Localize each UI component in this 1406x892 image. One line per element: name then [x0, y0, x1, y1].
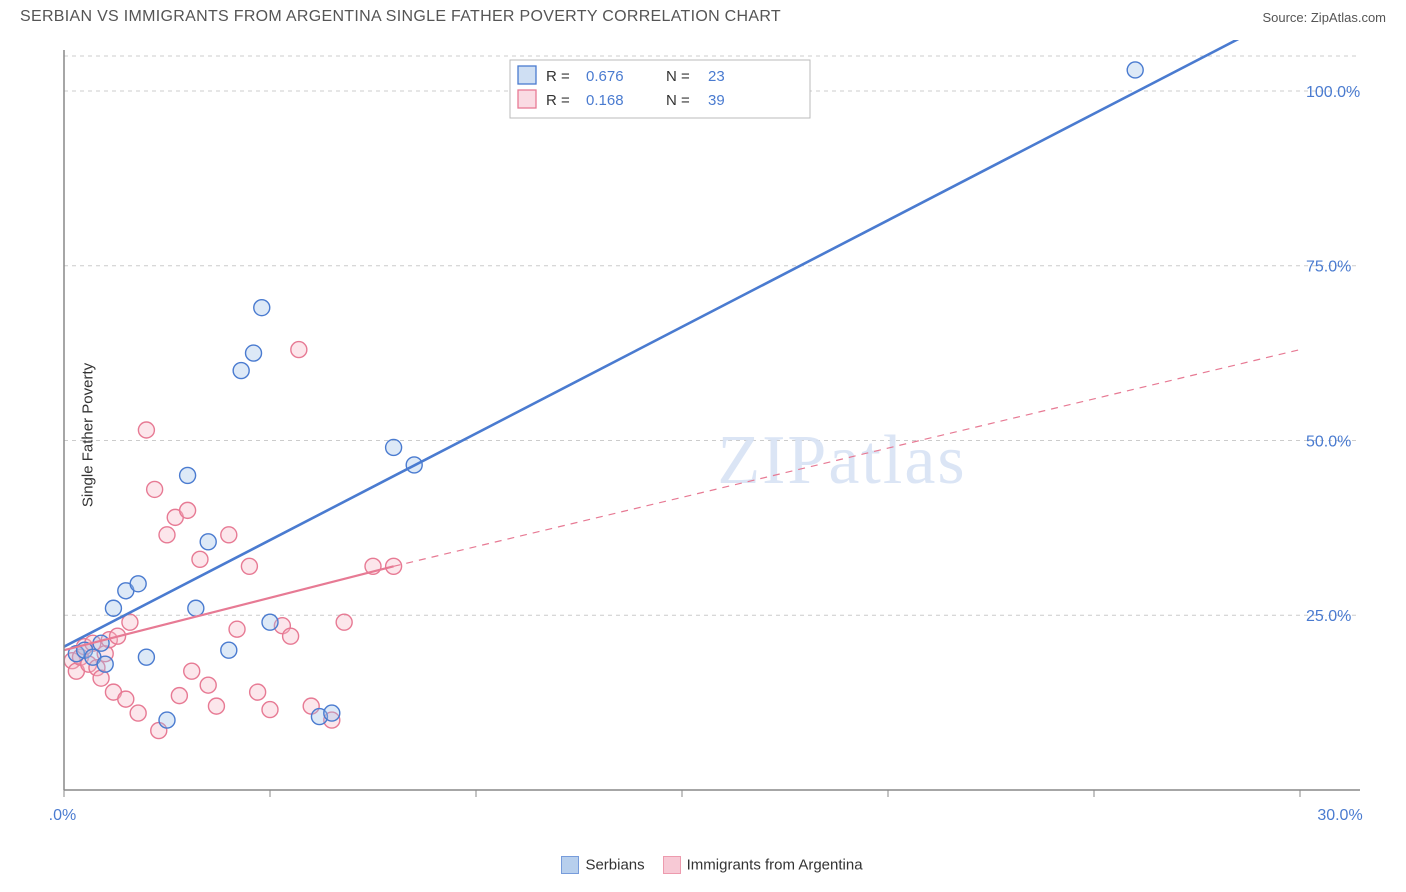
- legend-swatch: [561, 856, 579, 874]
- data-point: [221, 642, 237, 658]
- chart-title: SERBIAN VS IMMIGRANTS FROM ARGENTINA SIN…: [20, 8, 781, 26]
- data-point: [1127, 62, 1143, 78]
- legend-r-value: 0.168: [586, 92, 624, 109]
- data-point: [130, 576, 146, 592]
- legend-label: Serbians: [585, 856, 644, 873]
- data-point: [221, 527, 237, 543]
- data-point: [180, 467, 196, 483]
- data-point: [200, 534, 216, 550]
- data-point: [159, 527, 175, 543]
- y-tick-label: 75.0%: [1306, 259, 1351, 276]
- data-point: [200, 677, 216, 693]
- data-point: [386, 439, 402, 455]
- data-point: [180, 502, 196, 518]
- data-point: [130, 705, 146, 721]
- bottom-legend: Serbians Immigrants from Argentina: [0, 856, 1406, 874]
- data-point: [241, 558, 257, 574]
- watermark: ZIPatlas: [717, 422, 966, 499]
- data-point: [159, 712, 175, 728]
- data-point: [208, 698, 224, 714]
- legend-swatch: [518, 90, 536, 108]
- data-point: [324, 705, 340, 721]
- data-point: [147, 481, 163, 497]
- chart-svg: ZIPatlas 0.0% 30.0% 25.0% 50.0% 75.0% 100.0% R …: [50, 40, 1390, 830]
- data-point: [233, 363, 249, 379]
- title-bar: SERBIAN VS IMMIGRANTS FROM ARGENTINA SIN…: [0, 0, 1406, 30]
- data-point: [118, 691, 134, 707]
- y-tick-label: 25.0%: [1306, 608, 1351, 625]
- legend-swatch: [518, 66, 536, 84]
- data-point: [262, 614, 278, 630]
- data-point: [105, 600, 121, 616]
- data-point: [254, 300, 270, 316]
- legend-n-value: 23: [708, 68, 725, 85]
- x-tick-label: 30.0%: [1317, 807, 1362, 824]
- legend-r-label: R =: [546, 92, 570, 109]
- data-point: [246, 345, 262, 361]
- plot-area: Single Father Poverty ZIPatlas 0.0% 30.0% 2…: [50, 40, 1390, 830]
- legend-swatch: [663, 856, 681, 874]
- data-point: [291, 342, 307, 358]
- x-tick-label: 0.0%: [50, 807, 76, 824]
- regression-line-serbians: [64, 40, 1300, 647]
- legend-r-label: R =: [546, 68, 570, 85]
- legend-n-label: N =: [666, 68, 690, 85]
- data-point: [138, 649, 154, 665]
- data-point: [283, 628, 299, 644]
- legend-label: Immigrants from Argentina: [687, 856, 863, 873]
- y-axis-label: Single Father Poverty: [80, 363, 97, 507]
- data-point: [188, 600, 204, 616]
- y-tick-label: 50.0%: [1306, 433, 1351, 450]
- data-point: [250, 684, 266, 700]
- source-label: Source: ZipAtlas.com: [1262, 10, 1386, 25]
- legend-n-value: 39: [708, 92, 725, 109]
- data-point: [184, 663, 200, 679]
- data-point: [229, 621, 245, 637]
- data-point: [192, 551, 208, 567]
- data-point: [336, 614, 352, 630]
- data-point: [97, 656, 113, 672]
- legend-r-value: 0.676: [586, 68, 624, 85]
- legend-n-label: N =: [666, 92, 690, 109]
- data-point: [171, 688, 187, 704]
- data-point: [138, 422, 154, 438]
- y-tick-label: 100.0%: [1306, 84, 1360, 101]
- data-point: [262, 702, 278, 718]
